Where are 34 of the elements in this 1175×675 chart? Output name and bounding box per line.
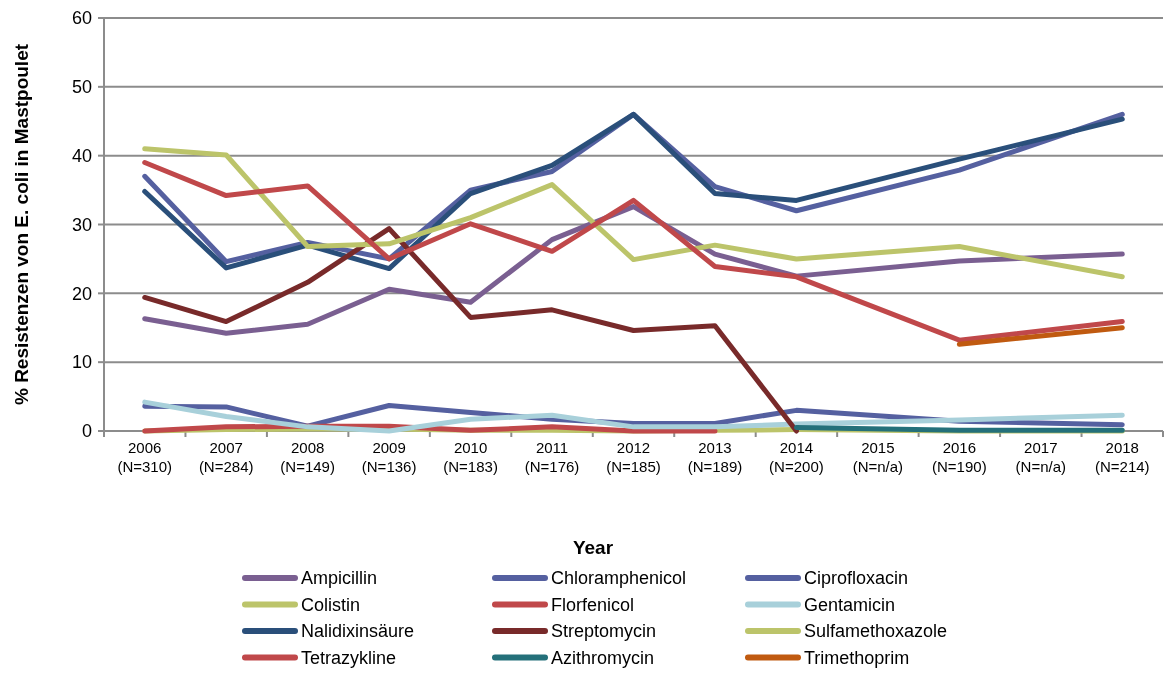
y-tick-label: 30 xyxy=(71,214,92,235)
x-tick-label: 2008 (N=149) xyxy=(280,439,335,475)
x-tick-label: 2012 (N=185) xyxy=(606,439,661,475)
x-tick-label: 2017 (N=n/a) xyxy=(1015,439,1067,475)
x-tick-label: 2013 (N=189) xyxy=(687,439,743,475)
x-tick-label: 2016 (N=190) xyxy=(932,439,987,475)
legend-label: Florfenicol xyxy=(551,594,635,615)
x-tick-label: 2010 (N=183) xyxy=(443,439,498,475)
legend-label: Colistin xyxy=(301,594,361,615)
x-axis-title: Year xyxy=(572,537,614,558)
x-tick-label: 2009 (N=136) xyxy=(361,439,417,475)
y-tick-label: 10 xyxy=(71,352,92,373)
y-axis-title: % Resistenzen von E. coli in Mastpoulet xyxy=(11,43,32,406)
legend-label: Ciprofloxacin xyxy=(804,568,909,589)
y-tick-label: 50 xyxy=(71,77,92,98)
legend-label: Chloramphenicol xyxy=(551,568,687,589)
y-tick-label: 40 xyxy=(71,145,92,166)
legend-label: Gentamicin xyxy=(804,594,896,615)
x-tick-label: 2018 (N=214) xyxy=(1094,439,1150,475)
x-tick-label: 2007 (N=284) xyxy=(198,439,254,475)
legend-label: Azithromycin xyxy=(551,647,655,668)
legend-label: Tetrazykline xyxy=(301,647,397,668)
x-tick-label: 2014 (N=200) xyxy=(769,439,824,475)
x-tick-label: 2011 (N=176) xyxy=(524,439,580,475)
legend-label: Trimethoprim xyxy=(804,647,910,668)
legend-label: Ampicillin xyxy=(301,568,378,589)
legend-label: Sulfamethoxazole xyxy=(804,621,948,642)
y-tick-label: 60 xyxy=(71,8,92,29)
x-tick-label: 2015 (N=n/a) xyxy=(852,439,904,475)
y-tick-label: 20 xyxy=(71,283,92,304)
legend-label: Streptomycin xyxy=(551,621,657,642)
x-tick-label: 2006 (N=310) xyxy=(117,439,173,475)
legend-label: Nalidixinsäure xyxy=(301,621,415,642)
y-tick-label: 0 xyxy=(81,421,92,442)
